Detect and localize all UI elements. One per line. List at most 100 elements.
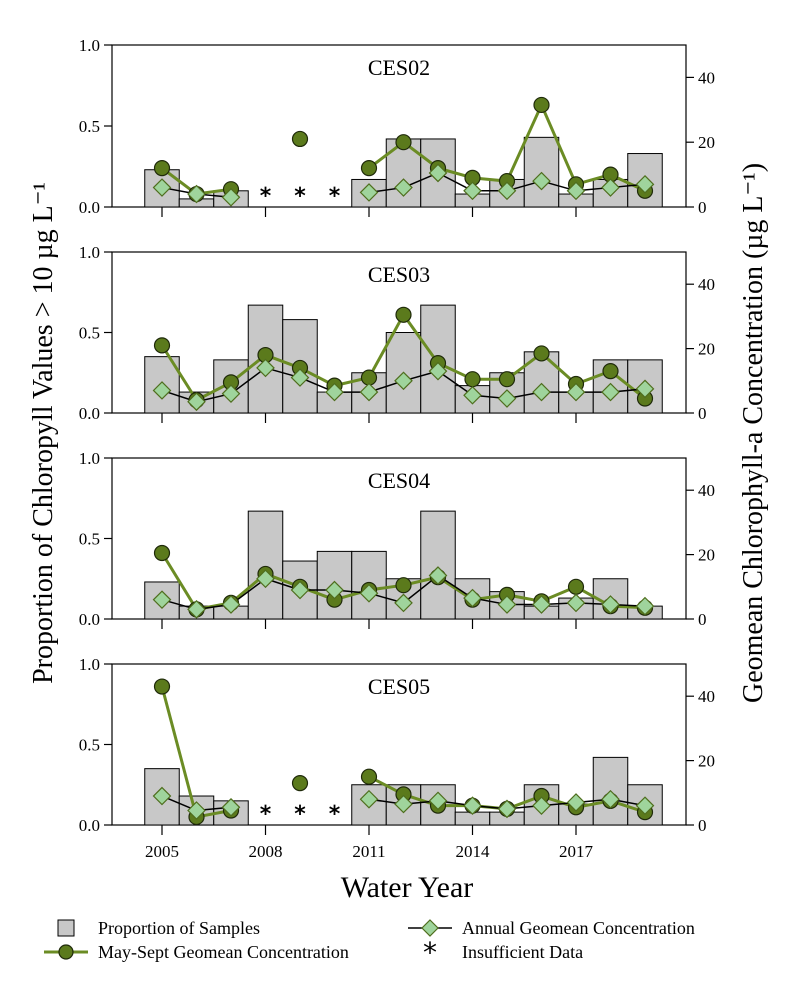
panel-title: CES02 — [368, 55, 430, 80]
x-tick-label: 2008 — [249, 842, 283, 861]
annual-point-2018 — [601, 789, 620, 809]
may-sept-line-segment — [402, 313, 440, 365]
may-sept-point-2018 — [602, 363, 619, 380]
insufficient-data-marker-2009: * — [294, 184, 306, 209]
may-sept-line-segment — [367, 313, 405, 380]
panel-title: CES05 — [368, 674, 430, 699]
annual-point-2011 — [359, 583, 379, 603]
insufficient-data-marker-2010: * — [329, 184, 341, 209]
may-sept-point-2009 — [291, 130, 309, 148]
left-tick-label: 0.5 — [79, 324, 100, 343]
proportion-bar-2011 — [351, 550, 387, 620]
annual-point-2014 — [463, 588, 482, 608]
annual-point-2016 — [532, 171, 551, 191]
right-tick-label: 0 — [698, 404, 707, 423]
proportion-bar-2008 — [247, 510, 284, 620]
annual-point-2015 — [497, 389, 517, 408]
x-axis-label: Water Year — [341, 871, 474, 904]
chart-legend: Proportion of Samples Annual Geomean Conc… — [44, 918, 695, 969]
annual-point-2012 — [394, 178, 413, 197]
legend-item: Proportion of Samples — [57, 918, 260, 938]
annual-point-2010 — [325, 580, 344, 600]
annual-point-2006 — [187, 599, 206, 619]
may-sept-point-2015 — [498, 371, 516, 388]
annual-point-2013 — [428, 163, 448, 183]
may-sept-point-2014 — [464, 371, 481, 388]
left-tick-label: 0.0 — [79, 404, 100, 423]
legend-label: Annual Geomean Concentration — [462, 918, 695, 938]
annual-point-2017 — [566, 382, 586, 402]
insufficient-data-marker-2009: * — [294, 802, 306, 827]
annual-point-2005 — [152, 178, 172, 197]
may-sept-line-segment — [160, 685, 198, 819]
annual-point-2012 — [394, 593, 413, 613]
panel-title: CES04 — [368, 468, 430, 493]
left-tick-label: 1.0 — [79, 36, 100, 55]
annual-point-2009 — [290, 368, 310, 387]
annual-point-2018 — [601, 178, 620, 197]
annual-point-2016 — [532, 382, 551, 402]
annual-point-2019 — [635, 379, 655, 399]
annual-point-2007 — [221, 384, 241, 404]
legend-item: Annual Geomean Concentration — [408, 918, 695, 938]
left-tick-label: 0.5 — [79, 530, 100, 549]
annual-point-2016 — [532, 595, 551, 614]
may-sept-point-2016 — [533, 345, 550, 362]
annual-point-2014 — [463, 385, 482, 405]
may-sept-point-2005 — [153, 337, 171, 354]
right-tick-label: 40 — [698, 68, 715, 87]
chart-panels: CES02 0.0 0.5 1.0 0 20 40 * * * CES03 0.0 0.5 1.0 0 20 4… — [79, 36, 715, 861]
annual-point-2011 — [359, 789, 379, 809]
legend-label: Proportion of Samples — [98, 918, 260, 938]
insufficient-data-marker-2008: * — [260, 802, 272, 827]
annual-point-2007 — [221, 187, 241, 207]
left-tick-label: 0.5 — [79, 736, 100, 755]
right-tick-label: 20 — [698, 546, 715, 565]
may-sept-line-segment — [160, 343, 198, 402]
legend-item: * Insufficient Data — [423, 936, 583, 969]
annual-point-2017 — [566, 181, 586, 201]
left-tick-label: 1.0 — [79, 655, 100, 674]
annual-point-2006 — [187, 392, 206, 412]
annual-point-2012 — [394, 794, 413, 814]
annual-point-2006 — [187, 184, 206, 204]
annual-point-2011 — [359, 183, 379, 202]
annual-point-2015 — [497, 799, 517, 819]
annual-point-2015 — [497, 181, 517, 201]
legend-swatch-circle — [58, 944, 74, 960]
left-y-axis-label: Proportion of Chloropyll Values > 10 µg … — [28, 182, 59, 684]
right-tick-label: 40 — [698, 687, 715, 706]
insufficient-data-marker-2010: * — [329, 802, 341, 827]
x-tick-label: 2014 — [456, 842, 491, 861]
right-tick-label: 0 — [698, 198, 707, 217]
annual-point-2005 — [152, 590, 172, 610]
annual-point-2017 — [566, 793, 586, 812]
annual-point-2013 — [428, 791, 448, 811]
may-sept-point-2011 — [360, 160, 378, 177]
annual-line-segment — [437, 370, 474, 397]
annual-point-2017 — [566, 593, 586, 613]
right-y-axis-label: Geomean Chlorophyll-a Concentration (µg … — [738, 163, 769, 703]
annual-point-2018 — [601, 595, 620, 614]
panel-ces05: CES05 0.0 0.5 1.0 0 20 40 * * * — [79, 655, 715, 835]
panel-ces02: CES02 0.0 0.5 1.0 0 20 40 * * * — [79, 36, 715, 217]
panel-ces04: CES04 0.0 0.5 1.0 0 20 40 — [79, 449, 715, 629]
annual-point-2005 — [152, 786, 172, 806]
annual-point-2008 — [256, 358, 275, 378]
annual-point-2015 — [497, 595, 517, 614]
annual-point-2012 — [394, 371, 413, 391]
x-tick-label: 2011 — [352, 842, 385, 861]
legend-swatch-bar — [57, 919, 75, 937]
right-tick-label: 0 — [698, 816, 707, 835]
may-sept-point-2012 — [395, 134, 412, 151]
left-tick-label: 1.0 — [79, 449, 100, 468]
annual-point-2019 — [635, 796, 655, 816]
annual-point-2005 — [152, 381, 172, 400]
right-tick-label: 40 — [698, 275, 715, 294]
may-sept-point-2005 — [153, 160, 171, 177]
legend-swatch-asterisk: * — [423, 936, 437, 969]
insufficient-data-marker-2008: * — [260, 184, 272, 209]
annual-point-2007 — [221, 595, 241, 614]
panel-title: CES03 — [368, 262, 430, 287]
